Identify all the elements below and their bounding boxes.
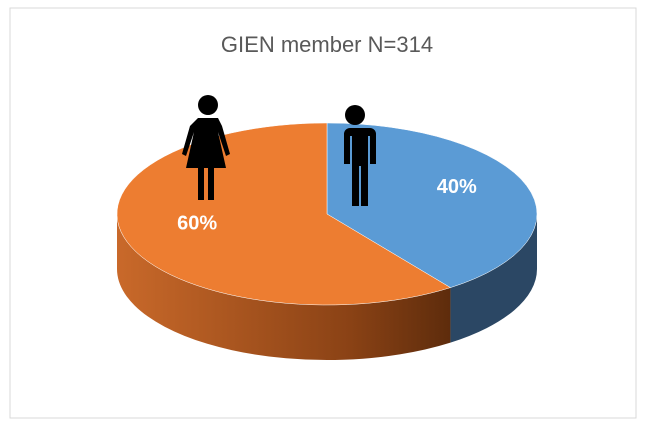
pie-side bbox=[450, 214, 537, 343]
pie-side bbox=[117, 214, 451, 361]
data-label: 40% bbox=[437, 176, 477, 198]
man-icon bbox=[340, 105, 376, 206]
pie-slice bbox=[326, 122, 538, 288]
data-label: 60% bbox=[177, 213, 217, 235]
icons bbox=[182, 95, 376, 206]
chart-title: GIEN member N=314 bbox=[221, 32, 433, 57]
pie: 40% 60% bbox=[116, 122, 538, 361]
woman-icon bbox=[182, 95, 230, 200]
